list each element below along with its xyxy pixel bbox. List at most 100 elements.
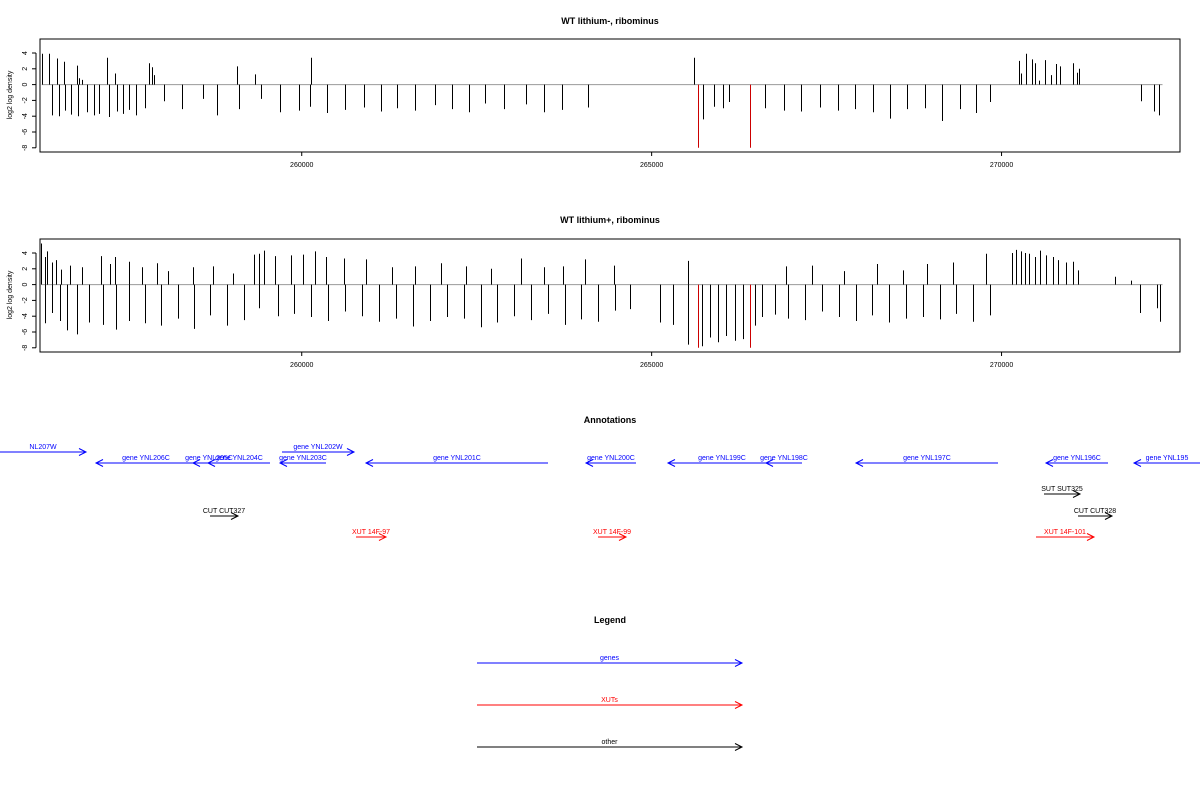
x-tick-label: 270000 bbox=[990, 162, 1013, 169]
feature-arrow-head bbox=[618, 533, 628, 541]
feature-arrow-head bbox=[230, 512, 240, 520]
feature-label: gene YNL199C bbox=[698, 455, 746, 462]
feature-arrow-head bbox=[94, 459, 104, 467]
track-panel-lithium-plus: WT lithium+, ribominus log2 log density … bbox=[7, 215, 1181, 369]
feature-label: gene YNL202W bbox=[293, 444, 343, 451]
feature-arrow-head bbox=[854, 459, 864, 467]
x-tick-label: 270000 bbox=[990, 362, 1013, 369]
feature-label: NL207W bbox=[29, 444, 57, 451]
gene-feature: gene YNL199C bbox=[666, 455, 776, 467]
other-feature: SUT SUT325 bbox=[1041, 486, 1083, 498]
y-tick-label: 4 bbox=[22, 251, 29, 255]
feature-arrow-head bbox=[666, 459, 676, 467]
legend-item: other bbox=[477, 739, 744, 751]
feature-arrow-head bbox=[364, 459, 374, 467]
gene-feature: NL207W bbox=[0, 444, 88, 456]
feature-label: gene YNL197C bbox=[903, 455, 951, 462]
feature-label: gene YNL203C bbox=[279, 455, 327, 462]
gene-feature: gene YNL203C bbox=[278, 455, 327, 467]
y-tick-label: -4 bbox=[22, 313, 29, 319]
feature-arrow-head bbox=[78, 448, 88, 456]
feature-label: XUT 14F-99 bbox=[593, 529, 631, 536]
feature-arrow-head bbox=[378, 533, 388, 541]
plot-frame bbox=[39, 238, 1181, 353]
feature-label: XUT 14F-101 bbox=[1044, 529, 1086, 536]
feature-arrow-head bbox=[206, 459, 216, 467]
feature-arrow-head bbox=[764, 459, 774, 467]
track-panel-lithium-minus: WT lithium-, ribominus log2 log density … bbox=[7, 16, 1181, 169]
gene-feature: gene YNL200C bbox=[584, 455, 636, 467]
x-tick-label: 265000 bbox=[640, 162, 663, 169]
other-feature: CUT CUT328 bbox=[1074, 508, 1116, 520]
gene-feature: gene YNL195 bbox=[1132, 455, 1200, 467]
feature-label: XUTs bbox=[601, 697, 618, 704]
y-tick-label: -2 bbox=[22, 297, 29, 303]
feature-label: gene YNL198C bbox=[760, 455, 808, 462]
other-feature: CUT CUT327 bbox=[203, 508, 245, 520]
feature-arrow-head bbox=[734, 743, 744, 751]
feature-arrow-head bbox=[1072, 490, 1082, 498]
annotations-panel: Annotations NL207W gene YNL206C gene YNL20… bbox=[0, 415, 1200, 541]
feature-arrow-head bbox=[734, 659, 744, 667]
y-tick-label: -4 bbox=[22, 113, 29, 119]
feature-arrow-head bbox=[1132, 459, 1142, 467]
gene-feature: gene YNL198C bbox=[760, 455, 808, 467]
y-tick-label: 2 bbox=[22, 67, 29, 71]
feature-arrow-head bbox=[734, 701, 744, 709]
legend: Legend genes XUTs other bbox=[477, 615, 744, 751]
legend-title: Legend bbox=[594, 615, 626, 625]
feature-label: other bbox=[602, 739, 619, 746]
panel-title: WT lithium-, ribominus bbox=[561, 16, 659, 26]
y-axis-label: log2 log density bbox=[7, 70, 14, 119]
gene-feature: gene YNL206C bbox=[94, 455, 196, 467]
gene-feature: gene YNL197C bbox=[854, 455, 998, 467]
feature-arrow-head bbox=[191, 459, 201, 467]
y-tick-label: 2 bbox=[22, 267, 29, 271]
feature-label: genes bbox=[600, 655, 620, 662]
feature-arrow-head bbox=[1044, 459, 1054, 467]
legend-item: genes bbox=[477, 655, 744, 667]
feature-label: SUT SUT325 bbox=[1041, 486, 1083, 493]
feature-label: gene YNL196C bbox=[1053, 455, 1101, 462]
y-tick-label: -8 bbox=[22, 345, 29, 351]
feature-label: gene YNL206C bbox=[122, 455, 170, 462]
feature-label: CUT CUT328 bbox=[1074, 508, 1116, 515]
plot-frame bbox=[39, 38, 1181, 153]
gene-feature: gene YNL201C bbox=[364, 455, 548, 467]
feature-label: gene YNL205C bbox=[185, 455, 233, 462]
xut-feature: XUT 14F-101 bbox=[1036, 529, 1096, 541]
bar-series bbox=[41, 243, 1161, 348]
gene-feature: gene YNL204C bbox=[206, 455, 270, 467]
feature-arrow-head bbox=[1086, 533, 1096, 541]
y-tick-label: 0 bbox=[22, 283, 29, 287]
y-tick-label: -6 bbox=[22, 329, 29, 335]
feature-arrow-head bbox=[584, 459, 594, 467]
xut-feature: XUT 14F-99 bbox=[593, 529, 631, 541]
y-tick-label: 4 bbox=[22, 51, 29, 55]
y-axis: 4 2 0 -2 -4 -6 -8 bbox=[22, 251, 37, 351]
feature-label: gene YNL201C bbox=[433, 455, 481, 462]
gene-feature: gene YNL196C bbox=[1044, 455, 1108, 467]
panel-title: WT lithium+, ribominus bbox=[560, 215, 660, 225]
x-tick-label: 265000 bbox=[640, 362, 663, 369]
feature-arrow-head bbox=[346, 448, 356, 456]
x-tick-label: 260000 bbox=[290, 162, 313, 169]
legend-item: XUTs bbox=[477, 697, 744, 709]
y-tick-label: -8 bbox=[22, 145, 29, 151]
y-tick-label: -2 bbox=[22, 97, 29, 103]
feature-arrow-head bbox=[1104, 512, 1114, 520]
feature-label: gene YNL195 bbox=[1146, 455, 1189, 462]
xut-feature: XUT 14F-97 bbox=[352, 529, 390, 541]
bar-series bbox=[42, 53, 1160, 148]
y-tick-label: 0 bbox=[22, 83, 29, 87]
x-axis: 260000 265000 270000 bbox=[290, 152, 1013, 169]
feature-label: CUT CUT327 bbox=[203, 508, 245, 515]
legend-items: genes XUTs other bbox=[477, 655, 744, 751]
feature-label: gene YNL200C bbox=[587, 455, 635, 462]
feature-label: gene YNL204C bbox=[215, 455, 263, 462]
y-axis-label: log2 log density bbox=[7, 270, 14, 319]
x-axis: 260000 265000 270000 bbox=[290, 352, 1013, 369]
gene-feature: gene YNL202W bbox=[282, 444, 356, 456]
feature-label: XUT 14F-97 bbox=[352, 529, 390, 536]
